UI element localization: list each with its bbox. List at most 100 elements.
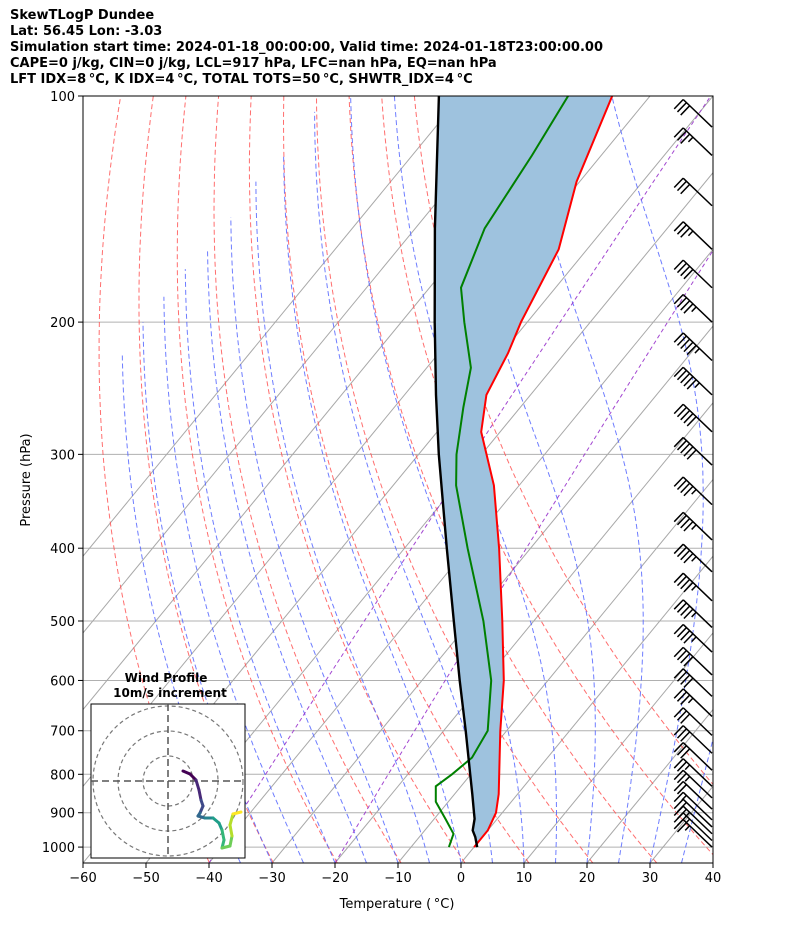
barb-flag	[676, 815, 687, 826]
barb-flag	[680, 605, 691, 616]
wind-barb	[673, 543, 713, 573]
dry-adiabat-line	[176, 96, 338, 863]
barb-flag	[680, 482, 691, 494]
barb-shaft	[682, 818, 713, 848]
barb-flag	[676, 627, 687, 638]
barb-flag	[680, 731, 691, 742]
barb-flag	[676, 369, 687, 381]
moist-adiabat-line	[163, 296, 304, 863]
barb-flag	[676, 335, 687, 346]
hodograph: Wind Profile 10m/s increment	[90, 671, 246, 859]
barb-flag	[680, 694, 691, 705]
barb-flag	[673, 572, 684, 584]
barb-flag	[673, 436, 684, 448]
moist-adiabat-line	[255, 181, 430, 863]
barb-shaft	[682, 293, 713, 323]
barb-flag	[680, 630, 691, 641]
barb-half-flag	[694, 382, 700, 389]
wind-barb	[673, 646, 713, 676]
barb-shaft	[682, 688, 713, 717]
barb-flag	[683, 446, 694, 457]
barb-flag	[680, 338, 691, 350]
hodograph-segment	[231, 810, 243, 816]
barb-flag	[683, 656, 694, 667]
barb-half-flag	[691, 585, 697, 591]
barb-half-flag	[684, 775, 691, 782]
barb-flag	[680, 443, 691, 454]
barb-flag	[673, 511, 684, 523]
barb-flag	[673, 403, 684, 415]
barb-flag	[683, 581, 694, 593]
barb-flag	[676, 514, 687, 526]
barb-shaft	[682, 221, 713, 250]
isotherm-line	[271, 325, 713, 863]
wind-barb	[673, 599, 713, 628]
dewpoint-line	[434, 96, 569, 848]
wind-barb	[673, 221, 713, 250]
wind-barb	[673, 668, 713, 697]
barb-flag	[673, 798, 684, 810]
barb-shaft	[682, 780, 713, 810]
y-tick-label: 100	[50, 90, 75, 105]
barb-flag	[673, 623, 684, 635]
barb-flag	[683, 521, 694, 532]
barb-flag	[683, 413, 694, 424]
axes: −60 −50 −40 −30 −20 −10 0 10 20 30 40 100 200 300 400 5…	[42, 90, 721, 886]
barb-shaft	[682, 791, 713, 821]
barb-half-flag	[691, 636, 697, 643]
wind-barb	[673, 742, 713, 771]
wind-barb	[673, 623, 713, 653]
barb-flag	[680, 674, 691, 685]
barb-flag	[673, 791, 684, 803]
barb-flag	[676, 772, 687, 784]
barb-flag	[686, 344, 697, 356]
y-tick-label: 700	[50, 725, 75, 740]
x-axis-label: Temperature ( °C)	[339, 897, 455, 912]
barb-flag	[676, 602, 687, 613]
barb-half-flag	[687, 697, 694, 704]
x-tick-label: 40	[705, 871, 722, 886]
barb-half-flag	[687, 136, 694, 143]
barb-half-flag	[691, 611, 697, 618]
isotherm-line	[83, 96, 462, 557]
hodograph-segment	[228, 812, 235, 827]
barb-flag	[673, 769, 684, 781]
barb-shaft	[682, 798, 713, 828]
barb-flag	[680, 653, 691, 664]
barb-flag	[676, 130, 687, 141]
barb-flag	[676, 262, 687, 274]
x-tick-label: −40	[195, 871, 222, 886]
barb-shaft	[682, 511, 713, 541]
barb-flag	[673, 98, 684, 110]
barb-flag	[673, 758, 684, 769]
barb-flag	[676, 761, 687, 772]
barb-shaft	[682, 572, 713, 602]
hodograph-segment	[220, 828, 226, 842]
barb-flag	[683, 341, 694, 353]
barb-shaft	[682, 769, 713, 799]
barb-flag	[676, 745, 687, 756]
parcel-profile-line	[433, 96, 479, 848]
barb-shaft	[682, 758, 713, 787]
hodograph-segment	[194, 778, 201, 792]
chart-title: SkewTLogP Dundee	[10, 8, 155, 23]
x-tick-label: −50	[132, 871, 159, 886]
isotherm-line	[586, 708, 713, 863]
barb-shaft	[682, 98, 713, 128]
barb-flag	[673, 332, 684, 343]
barb-shaft	[682, 259, 713, 289]
barb-shaft	[682, 177, 713, 207]
barb-shaft	[682, 742, 713, 771]
barb-flag	[673, 742, 684, 753]
barb-flag	[680, 549, 691, 561]
hodograph-segment	[197, 788, 203, 802]
time-line: Simulation start time: 2024-01-18_00:00:…	[10, 40, 603, 55]
hodograph-title: Wind Profile	[125, 671, 208, 685]
barb-half-flag	[684, 811, 691, 818]
isotherm-line	[83, 96, 525, 634]
y-axis-label: Pressure (hPa)	[19, 433, 34, 526]
barb-shaft	[682, 707, 713, 736]
wind-barb	[673, 572, 713, 602]
dry-adiabat-line	[348, 96, 658, 863]
